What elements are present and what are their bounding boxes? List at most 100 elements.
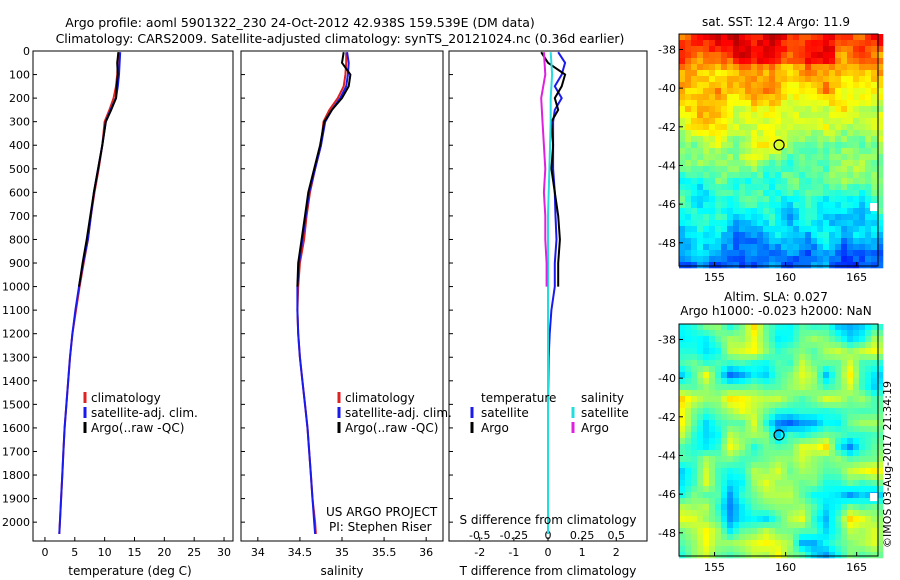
map-cell [721,552,728,559]
map-cell [853,480,860,487]
map-cell [811,510,818,517]
map-cell [847,172,854,179]
map-cell [853,324,860,331]
map-cell [829,396,836,403]
map-cell [679,468,686,475]
map-cell [745,522,752,529]
map-cell [757,58,764,65]
salinity-legend: climatology satellite-adj. clim. Argo(..… [337,391,452,435]
map-cell [697,220,704,227]
map-cell [703,202,710,209]
map-cell [847,426,854,433]
map-cell [763,214,770,221]
map-cell [811,492,818,499]
map-cell [841,450,848,457]
map-cell [859,232,866,239]
map-cell [757,88,764,95]
map-cell [775,432,782,439]
map-cell [757,498,764,505]
map-cell [775,154,782,161]
map-cell [823,450,830,457]
imos-credit: ©IMOS 03-Aug-2017 21:34:19 [881,381,894,548]
map-cell [709,552,716,559]
map-cell [865,522,872,529]
map-cell [871,342,878,349]
map-cell [715,378,722,385]
map-cell [703,232,710,239]
map-cell [775,34,782,41]
map-cell [781,552,788,559]
map-cell [757,534,764,541]
map-cell [835,552,842,559]
map-cell [853,256,860,263]
series-climatology [58,52,120,534]
map-cell [727,148,734,155]
map-cell [853,522,860,529]
map-cell [751,324,758,331]
map-cell [877,64,884,71]
map-cell [817,100,824,107]
map-cell [823,456,830,463]
map-cell [829,342,836,349]
map-cell [721,190,728,197]
map-cell [847,378,854,385]
map-cell [793,516,800,523]
map-cell [847,546,854,553]
map-cell [865,468,872,475]
map-cell [805,256,812,263]
map-cell [853,360,860,367]
map-cell [871,166,878,173]
map-cell [811,154,818,161]
map-cell [703,160,710,167]
map-cell [715,106,722,113]
map-cell [793,480,800,487]
map-cell [859,214,866,221]
map-cell [715,390,722,397]
map-cell [847,118,854,125]
map-cell [841,220,848,227]
map-cell [679,342,686,349]
map-cell [853,52,860,59]
map-cell [787,540,794,547]
map-cell [787,324,794,331]
map-cell [691,130,698,137]
map-cell [775,426,782,433]
map-cell [763,196,770,203]
map-cell [763,354,770,361]
map-cell [823,82,830,89]
map-cell [841,178,848,185]
map-cell [823,378,830,385]
map-cell [727,486,734,493]
sst-map: 155 160 165-38-40-42-44-46-48 [658,33,884,284]
map-cell [721,142,728,149]
map-cell [691,540,698,547]
map-cell [745,426,752,433]
map-cell [805,408,812,415]
map-cell [781,100,788,107]
map-cell [871,336,878,343]
map-cell [763,480,770,487]
map-cell [835,522,842,529]
map-cell [847,492,854,499]
map-cell [769,70,776,77]
map-cell [829,184,836,191]
map-cell [787,112,794,119]
map-cell [781,492,788,499]
map-cell [709,154,716,161]
map-cell [727,118,734,125]
map-cell [733,342,740,349]
map-cell [685,336,692,343]
map-cell [823,46,830,53]
map-cell [805,522,812,529]
map-cell [715,402,722,409]
map-cell [829,552,836,559]
map-cell [739,414,746,421]
map-cell [799,88,806,95]
map-cell [859,456,866,463]
map-cell [763,46,770,53]
map-cell [733,118,740,125]
map-cell [679,226,686,233]
map-cell [805,330,812,337]
map-cell [847,480,854,487]
map-xtick-label: 160 [775,271,796,284]
